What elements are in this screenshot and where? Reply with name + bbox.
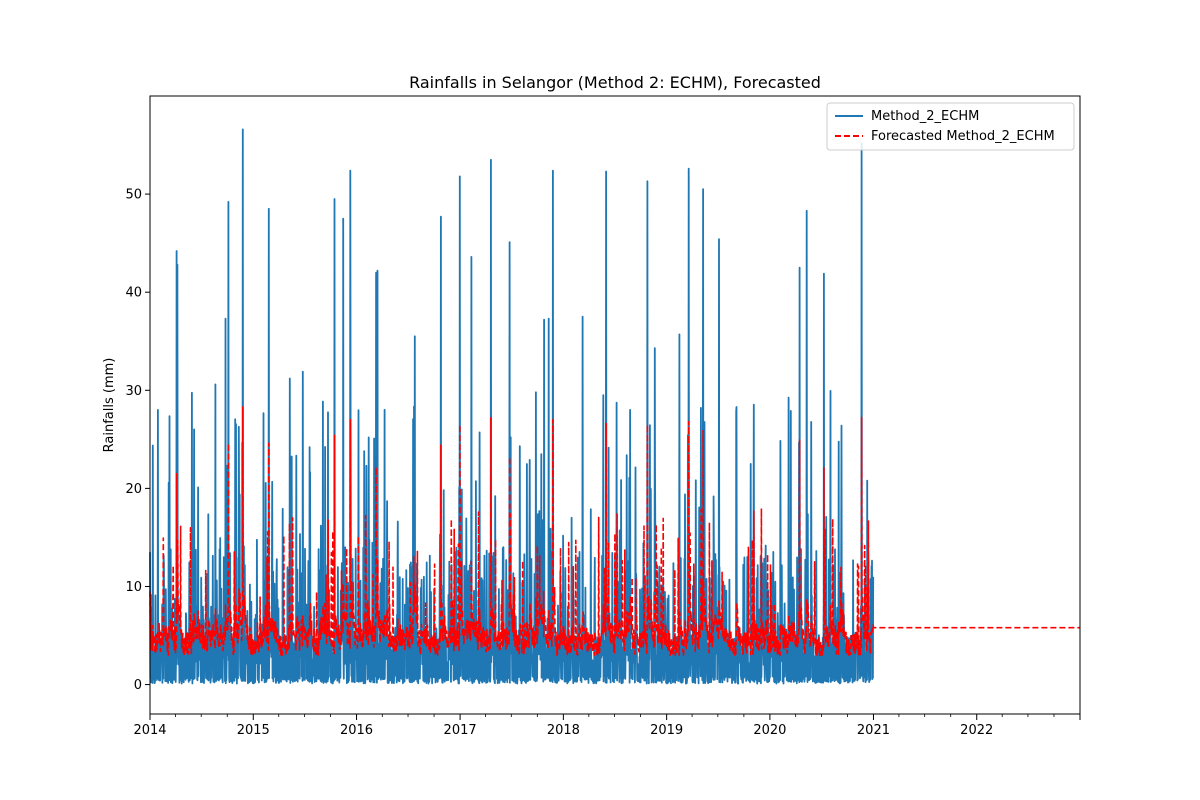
plot-frame <box>149 95 1081 715</box>
y-tick-label: 30 <box>125 384 142 399</box>
y-tick-label: 50 <box>125 188 142 203</box>
y-tick-label: 10 <box>125 580 142 595</box>
x-tick-label: 2019 <box>650 723 683 738</box>
x-tick-label: 2022 <box>960 723 993 738</box>
y-tick-label: 20 <box>125 482 142 497</box>
y-tick-label: 40 <box>125 286 142 301</box>
x-tick-label: 2014 <box>133 723 166 738</box>
legend-box <box>826 102 1075 151</box>
series-line-forecasted-method-2-echm <box>149 406 1080 656</box>
x-tick-label: 2018 <box>547 723 580 738</box>
legend-label-forecasted: Forecasted Method_2_ECHM <box>871 129 1055 144</box>
x-tick-label: 2016 <box>340 723 373 738</box>
legend-label-method-2-echm: Method_2_ECHM <box>871 109 979 124</box>
legend: Method_2_ECHM Forecasted Method_2_ECHM <box>826 102 1075 151</box>
x-tick-label: 2020 <box>753 723 786 738</box>
y-tick-label: 0 <box>134 678 142 693</box>
x-tick-label: 2017 <box>444 723 477 738</box>
x-tick-label: 2021 <box>857 723 890 738</box>
y-axis: 0 10 20 30 40 50 <box>125 188 150 693</box>
x-tick-label: 2015 <box>237 723 270 738</box>
chart-title: Rainfalls in Selangor (Method 2: ECHM), … <box>409 73 821 92</box>
x-axis: 2014 2015 2016 2017 2018 2019 2020 2021 2022 <box>133 714 1081 738</box>
y-axis-label: Rainfalls (mm) <box>102 358 117 453</box>
series-layer <box>149 128 1080 685</box>
